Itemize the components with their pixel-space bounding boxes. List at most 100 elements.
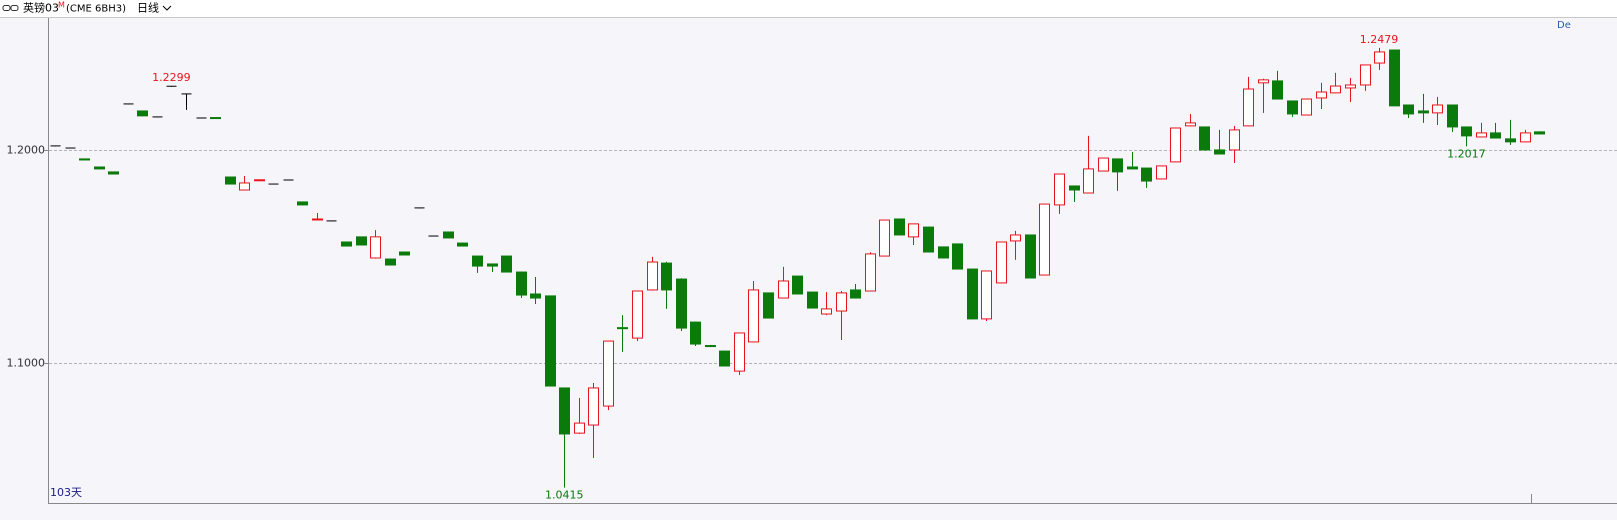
candle-body	[1229, 129, 1240, 151]
candle-body	[516, 271, 527, 296]
y-tick-label: 1.1000	[7, 357, 46, 370]
candle-body	[1069, 185, 1080, 191]
candle-body	[312, 218, 323, 221]
candle-body	[821, 308, 832, 315]
candle-body	[778, 280, 789, 299]
symbol-name[interactable]: 英镑03	[23, 1, 59, 15]
candle-body	[225, 176, 236, 185]
candle-body	[79, 158, 90, 161]
candle-body	[254, 179, 265, 182]
candle-body	[1476, 132, 1487, 138]
candle-body	[734, 332, 745, 372]
candle-body	[908, 223, 919, 238]
candle-body	[967, 268, 978, 320]
candle-body	[501, 255, 512, 273]
candle-body	[1520, 132, 1531, 143]
candle-body	[1534, 131, 1545, 135]
candle-body	[1360, 64, 1371, 86]
candle-body	[356, 236, 367, 246]
candle-body	[1039, 203, 1050, 276]
candle-body	[1025, 234, 1036, 279]
candle-body	[952, 243, 963, 270]
candle-body	[1010, 234, 1021, 242]
candle-body	[1258, 79, 1269, 84]
period-count: 103天	[50, 486, 82, 499]
candle-body	[1127, 166, 1138, 170]
candle-body	[1330, 85, 1341, 94]
candle-body	[894, 218, 905, 236]
candle-body	[719, 350, 730, 367]
dropdown-chevron[interactable]	[162, 5, 172, 11]
candle-body	[1316, 91, 1327, 99]
candle-body	[487, 263, 498, 267]
candle-body	[210, 117, 221, 120]
candle-body	[981, 270, 992, 320]
candle-body	[836, 292, 847, 312]
candle-body	[108, 171, 119, 175]
candle-body	[94, 166, 105, 170]
candle-body	[1170, 127, 1181, 163]
candle-body	[1447, 104, 1458, 128]
candle-body	[690, 321, 701, 345]
candle-body	[443, 231, 454, 239]
candle-body	[632, 290, 643, 339]
candle-body	[748, 289, 759, 343]
toolbar-bg	[0, 0, 1617, 17]
candle-body	[1389, 49, 1400, 107]
candle-body	[1272, 80, 1283, 100]
candle-body	[1505, 138, 1516, 143]
candle-body	[879, 219, 890, 257]
candle-body	[472, 255, 483, 267]
candle-body	[1098, 157, 1109, 172]
candle-body	[996, 241, 1007, 284]
candle-body	[1083, 168, 1094, 194]
extreme-label: 1.0415	[545, 489, 584, 502]
candle-body	[559, 387, 570, 435]
candle-body	[530, 293, 541, 299]
candle-body	[705, 345, 716, 348]
candle-body	[1185, 122, 1196, 127]
candle-body	[399, 251, 410, 256]
candle-body	[1432, 104, 1443, 114]
y-tick-label: 1.2000	[7, 144, 46, 157]
candle-body	[341, 241, 352, 247]
candle-body	[923, 226, 934, 253]
candle-body	[385, 258, 396, 266]
candle-body	[938, 246, 949, 259]
candle-body	[1403, 104, 1414, 115]
candle-body	[647, 261, 658, 291]
period-selector[interactable]: 日线	[137, 1, 159, 15]
candle-body	[1345, 84, 1356, 89]
candle-body	[588, 387, 599, 426]
candle-body	[1054, 173, 1065, 206]
link-icon	[2, 5, 19, 11]
corner-text: De	[1557, 20, 1571, 31]
candle-body	[1214, 149, 1225, 155]
candle-body	[1374, 51, 1385, 64]
candle-body	[807, 291, 818, 309]
candle-body	[545, 295, 556, 387]
candle-body	[676, 278, 687, 329]
candle-body	[1287, 100, 1298, 115]
candle-body	[763, 292, 774, 319]
extreme-label: 1.2017	[1447, 147, 1486, 160]
candle-body	[792, 275, 803, 295]
symbol-code: (CME 6BH3)	[66, 4, 126, 15]
candle-body	[297, 201, 308, 206]
candle-body	[1243, 88, 1254, 127]
extreme-label: 1.2479	[1360, 33, 1399, 46]
candle-body	[137, 110, 148, 117]
candle-body	[865, 253, 876, 292]
candle-body	[1112, 158, 1123, 173]
candle-body	[603, 340, 614, 407]
candle-body	[1301, 98, 1312, 116]
candle-body	[370, 236, 381, 259]
candle-body	[1461, 126, 1472, 137]
symbol-flag: M	[58, 1, 65, 10]
candle-body	[457, 242, 468, 247]
candle-body	[1490, 132, 1501, 139]
candle-body	[239, 182, 250, 191]
candle-body	[617, 327, 628, 330]
